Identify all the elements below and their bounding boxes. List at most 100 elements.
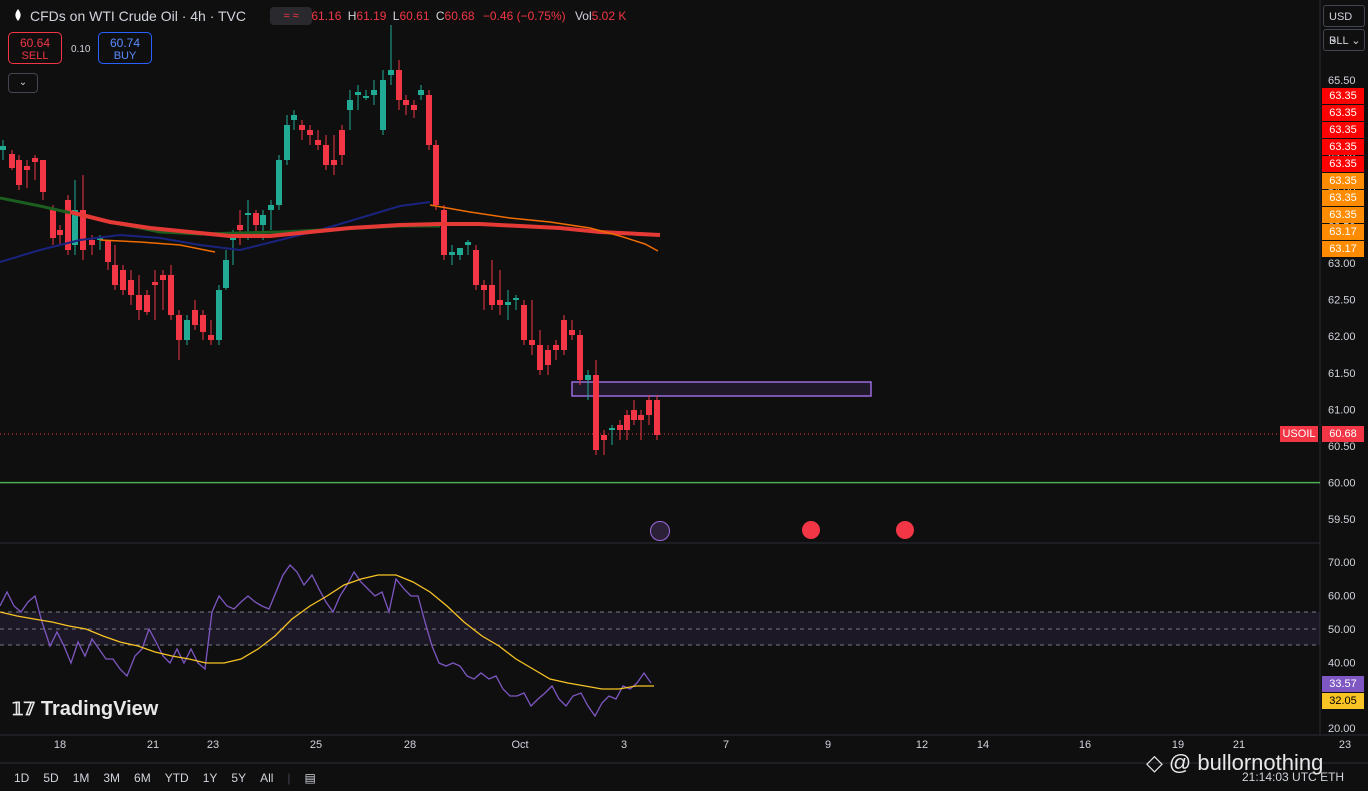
unit-select[interactable]: BLL ⌄ (1323, 29, 1365, 51)
candle-body (418, 90, 424, 95)
candle-body (355, 92, 361, 95)
market-open-icon (15, 9, 21, 21)
last-price-tag: 60.68 (1322, 426, 1364, 442)
rsi-value-tag: 33.57 (1322, 676, 1364, 692)
candle-body (609, 428, 615, 430)
compare-icon[interactable]: ≈ (292, 10, 299, 22)
candle-body (230, 238, 236, 240)
indicator-badges[interactable]: ≈ ≈ (270, 7, 312, 25)
ma-red-line (69, 210, 661, 238)
price-axis-label: 62.00 (1328, 331, 1356, 343)
candle-body (315, 140, 321, 145)
timeframe-button-5y[interactable]: 5Y (231, 770, 247, 785)
tv-logo-icon: 𝟙𝟟 (12, 699, 35, 719)
dividend-event-icon[interactable] (650, 521, 670, 541)
time-axis-label: 9 (825, 739, 831, 751)
price-axis-label: 61.00 (1328, 404, 1356, 416)
eye-icon[interactable]: ≈ (283, 10, 290, 22)
chevron-down-icon: ⌄ (18, 77, 28, 88)
price-axis-label: 60.50 (1328, 441, 1356, 453)
timeframe-button-1y[interactable]: 1Y (202, 770, 218, 785)
candle-body (388, 70, 394, 75)
candle-body (585, 375, 591, 380)
candle-body (72, 210, 78, 245)
candle-body (192, 310, 198, 325)
timeframe-button-1d[interactable]: 1D (14, 770, 30, 785)
candle-body (497, 300, 503, 305)
us-flag-event-icon-2[interactable] (896, 521, 914, 539)
symbol-title[interactable]: CFDs on WTI Crude Oil · 4h · TVC (30, 8, 247, 24)
timeframe-button-1m[interactable]: 1M (72, 770, 90, 785)
candle-body (89, 240, 95, 245)
candle-body (537, 345, 543, 370)
time-axis-label: 21 (147, 739, 159, 751)
candle-body (24, 166, 30, 170)
timeframe-button-6m[interactable]: 6M (134, 770, 151, 785)
ma-price-tag: 63.35 (1322, 173, 1364, 189)
candle-body (433, 145, 439, 205)
ma-price-tag: 63.35 (1322, 105, 1364, 121)
rsi-value-tag: 32.05 (1322, 693, 1364, 709)
candle-body (176, 315, 182, 340)
candle-body (617, 425, 623, 430)
candle-body (403, 100, 409, 105)
us-flag-event-icon[interactable] (802, 521, 820, 539)
sell-button[interactable]: 60.64 SELL (8, 32, 62, 64)
ma-orange-line-2 (99, 239, 216, 253)
candle-body (631, 410, 637, 420)
currency-select[interactable]: USD ⌄ (1323, 5, 1365, 45)
candle-body (426, 95, 432, 145)
ma-price-tag: 63.35 (1322, 139, 1364, 155)
timeframe-button-3m[interactable]: 3M (103, 770, 121, 785)
resistance-box (571, 381, 872, 397)
candle-body (253, 213, 259, 225)
time-axis-label: 19 (1172, 739, 1184, 751)
candle-body (654, 400, 660, 435)
collapse-button[interactable]: ⌄ (8, 73, 38, 93)
timeframe-button-all[interactable]: All (260, 770, 274, 785)
candle-body (184, 320, 190, 340)
timeframe-button-ytd[interactable]: YTD (164, 770, 189, 785)
candle-body (331, 160, 337, 165)
calendar-range-icon[interactable]: ▤ (304, 770, 316, 785)
ma-orange-line (429, 204, 659, 252)
candle-body (284, 125, 290, 160)
ma-price-tag: 63.17 (1322, 241, 1364, 257)
candle-body (291, 115, 297, 120)
price-axis-label: 61.50 (1328, 368, 1356, 380)
candle-body (363, 96, 369, 98)
candle-body (160, 275, 166, 280)
watermark: ◇ @ bullornothing (1146, 750, 1324, 775)
candle-body (245, 213, 251, 215)
rsi-axis-label: 60.00 (1328, 591, 1356, 603)
candle-body (260, 215, 266, 225)
candle-body (638, 415, 644, 420)
candle-body (152, 282, 158, 285)
candle-body (323, 145, 329, 165)
candle-body (513, 298, 519, 300)
candle-body (307, 130, 313, 135)
ma-price-tag: 63.35 (1322, 122, 1364, 138)
candle-body (457, 248, 463, 255)
candle-body (200, 315, 206, 332)
candle-body (97, 238, 103, 240)
candle-body (449, 252, 455, 255)
clock: 21:14:03 UTC ETH (1242, 770, 1345, 784)
candle-body (624, 415, 630, 430)
candle-body (441, 210, 447, 255)
time-axis-label: 7 (723, 739, 729, 751)
candle-body (136, 295, 142, 310)
time-axis-label: 16 (1079, 739, 1091, 751)
candle-body (561, 320, 567, 350)
candle-body (276, 160, 282, 205)
ma-price-tag: 63.17 (1322, 224, 1364, 240)
timeframe-button-5d[interactable]: 5D (43, 770, 59, 785)
time-axis-label: 14 (977, 739, 989, 751)
binance-icon: ◇ (1146, 750, 1163, 775)
chevron-down-icon: ⌄ (1351, 35, 1361, 47)
candle-body (65, 200, 71, 250)
candle-body (50, 210, 56, 238)
buy-button[interactable]: 60.74 BUY (98, 32, 152, 64)
candle-body (569, 330, 575, 335)
